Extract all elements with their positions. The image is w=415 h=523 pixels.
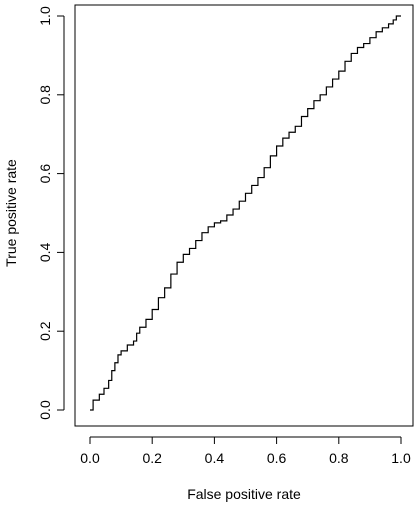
series-layer — [90, 15, 401, 411]
x-tick-label: 0.8 — [329, 450, 349, 466]
y-tick-label: 0.4 — [37, 242, 53, 262]
y-axis: 0.0 0.2 0.4 0.6 0.8 1.0 — [37, 6, 65, 420]
y-tick-label: 0.2 — [37, 321, 53, 341]
y-axis-title: True positive rate — [3, 159, 19, 267]
y-ticks: 0.0 0.2 0.4 0.6 0.8 1.0 — [37, 6, 64, 420]
x-tick-label: 0.0 — [80, 450, 100, 466]
plot-frame — [74, 4, 414, 427]
x-ticks: 0.0 0.2 0.4 0.6 0.8 1.0 — [80, 437, 411, 466]
roc-curve — [90, 15, 401, 411]
x-tick-label: 0.6 — [267, 450, 287, 466]
x-tick-label: 0.4 — [205, 450, 225, 466]
y-tick-label: 0.0 — [37, 400, 53, 420]
x-tick-label: 1.0 — [391, 450, 411, 466]
x-axis: 0.0 0.2 0.4 0.6 0.8 1.0 — [80, 436, 411, 466]
y-tick-label: 0.8 — [37, 85, 53, 105]
y-tick-label: 1.0 — [37, 6, 53, 26]
y-tick-label: 0.6 — [37, 164, 53, 184]
x-axis-title: False positive rate — [187, 486, 301, 502]
x-tick-label: 0.2 — [142, 450, 162, 466]
